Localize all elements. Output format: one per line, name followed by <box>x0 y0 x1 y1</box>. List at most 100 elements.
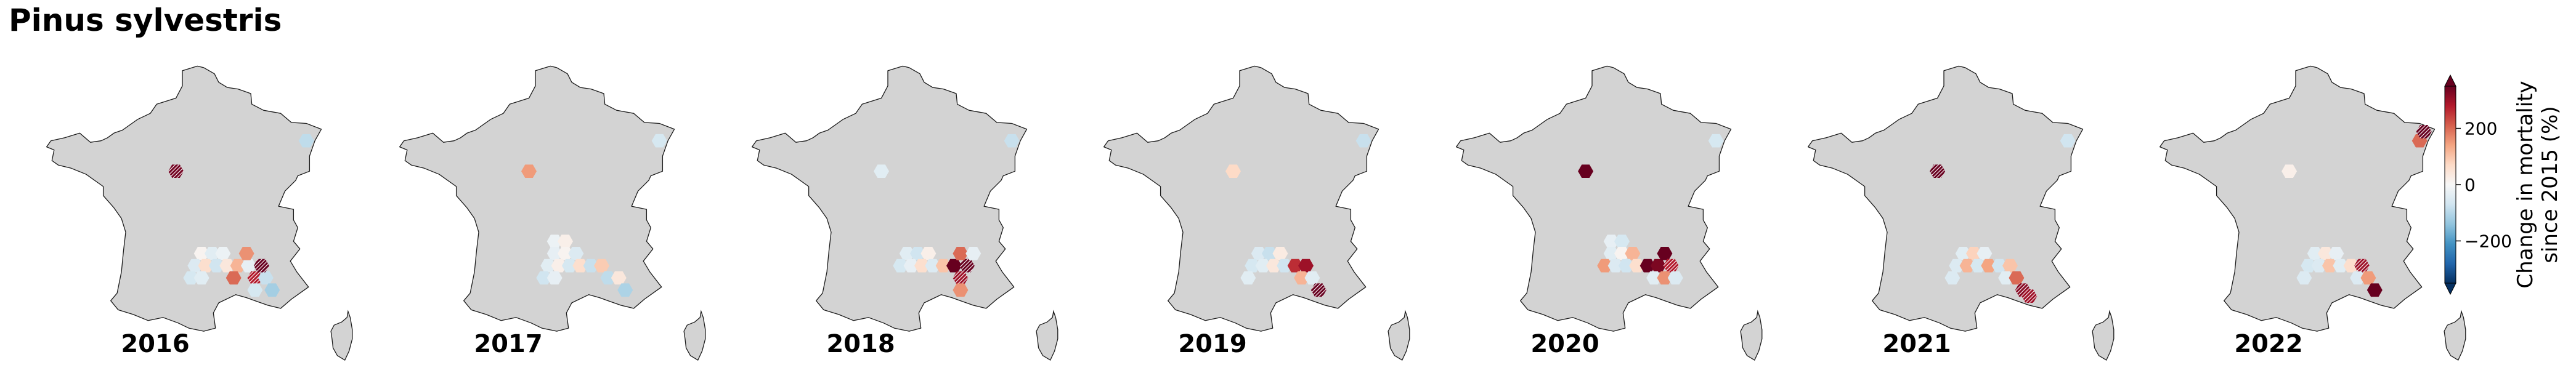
france-outline <box>1103 65 1379 332</box>
hex-cell <box>1355 134 1371 148</box>
france-outline <box>399 65 675 332</box>
hex-cell <box>2360 271 2376 285</box>
hex-cell <box>2060 134 2076 148</box>
hex-cell <box>1245 259 1261 273</box>
hex-cell <box>953 247 969 260</box>
hex-cell <box>1651 259 1666 273</box>
hex-cell <box>2296 271 2312 285</box>
hex-hatch <box>1310 283 1327 297</box>
hex-cell <box>2009 271 2025 285</box>
hex-cell <box>1272 247 1288 260</box>
map-panel-2016 <box>46 65 353 361</box>
hex-hatch <box>247 271 263 285</box>
year-label-2022: 2022 <box>2234 330 2303 358</box>
map-panel-2022 <box>2159 65 2466 361</box>
hex-hatch <box>253 259 269 273</box>
hex-cell <box>562 259 577 273</box>
hex-cell <box>2311 259 2327 273</box>
hex-cell <box>238 247 254 260</box>
hex-hatch <box>2021 289 2038 303</box>
colorbar-tick-label: 0 <box>2464 175 2476 195</box>
hex-cell <box>903 259 919 273</box>
hex-cell <box>953 283 969 297</box>
france-outline <box>2159 65 2436 332</box>
corsica-outline <box>1740 310 1763 361</box>
year-label-2019: 2019 <box>1178 330 1247 358</box>
corsica-outline <box>683 310 706 361</box>
hex-cell <box>1262 247 1277 260</box>
hex-cell <box>2367 283 2383 297</box>
hex-cell <box>1607 259 1623 273</box>
hex-cell <box>2322 259 2338 273</box>
colorbar-tick-label: 200 <box>2464 119 2497 139</box>
hex-cell <box>1240 271 1256 285</box>
corsica-outline <box>1036 310 1058 361</box>
hex-cell <box>893 259 909 273</box>
hex-cell <box>2328 247 2344 260</box>
hex-cell <box>1294 271 1310 285</box>
hex-cell <box>215 247 231 260</box>
hex-cell <box>1603 235 1619 248</box>
hex-cell <box>183 271 199 285</box>
hex-cell <box>2307 247 2323 260</box>
hex-cell <box>198 259 214 273</box>
hex-cell <box>568 247 584 260</box>
hex-cell <box>1603 247 1619 260</box>
corsica-outline <box>330 310 353 361</box>
hex-cell <box>572 259 588 273</box>
hex-cell <box>925 259 941 273</box>
corsica-outline <box>1388 310 1410 361</box>
hex-cell <box>1708 134 1724 148</box>
hex-cell <box>193 247 209 260</box>
year-label-2017: 2017 <box>474 330 543 358</box>
hex-cell <box>187 259 203 273</box>
hex-cell <box>583 259 599 273</box>
hex-cell <box>1639 259 1656 273</box>
hex-cell <box>1614 247 1630 260</box>
hex-cell <box>1277 259 1293 273</box>
map-panel-2017 <box>399 65 706 361</box>
hex-cell <box>874 164 889 178</box>
france-outline <box>46 65 322 332</box>
hex-cell <box>1225 164 1241 178</box>
hex-cell <box>1991 259 2007 273</box>
hex-cell <box>914 259 930 273</box>
hex-cell <box>558 247 573 260</box>
hex-cell <box>965 247 981 260</box>
hex-cell <box>1625 247 1641 260</box>
hex-cell <box>594 259 609 273</box>
hex-cell <box>1298 259 1314 273</box>
hex-cell <box>946 259 962 273</box>
hex-cell <box>920 247 937 260</box>
hex-hatch <box>953 271 969 285</box>
year-label-2016: 2016 <box>121 330 190 358</box>
hex-cell <box>241 259 256 273</box>
hex-cell <box>651 134 667 148</box>
hex-cell <box>2002 259 2018 273</box>
hex-cell <box>2318 247 2333 260</box>
hex-hatch <box>1663 259 1679 273</box>
hex-cell <box>1266 259 1282 273</box>
hex-cell <box>1667 271 1683 285</box>
hex-cell <box>2333 259 2349 273</box>
hex-cell <box>600 271 616 285</box>
hex-cell <box>1998 271 2014 285</box>
hex-cell <box>2350 271 2366 285</box>
corsica-outline <box>2092 310 2115 361</box>
hex-cell <box>536 271 552 285</box>
hex-cell <box>230 259 246 273</box>
hex-cell <box>2301 259 2317 273</box>
hex-cell <box>521 164 537 178</box>
hex-cell <box>910 247 925 260</box>
hex-cell <box>1251 247 1267 260</box>
hex-cell <box>1255 259 1271 273</box>
hex-hatch <box>2354 259 2370 273</box>
hex-cell <box>1614 235 1630 248</box>
hex-cell <box>558 235 573 248</box>
colorbar-label-line2: since 2015 (%) <box>2538 106 2562 263</box>
hex-cell <box>546 235 563 248</box>
hex-cell <box>935 259 951 273</box>
hex-cell <box>1949 259 1965 273</box>
hex-cell <box>1955 247 1971 260</box>
